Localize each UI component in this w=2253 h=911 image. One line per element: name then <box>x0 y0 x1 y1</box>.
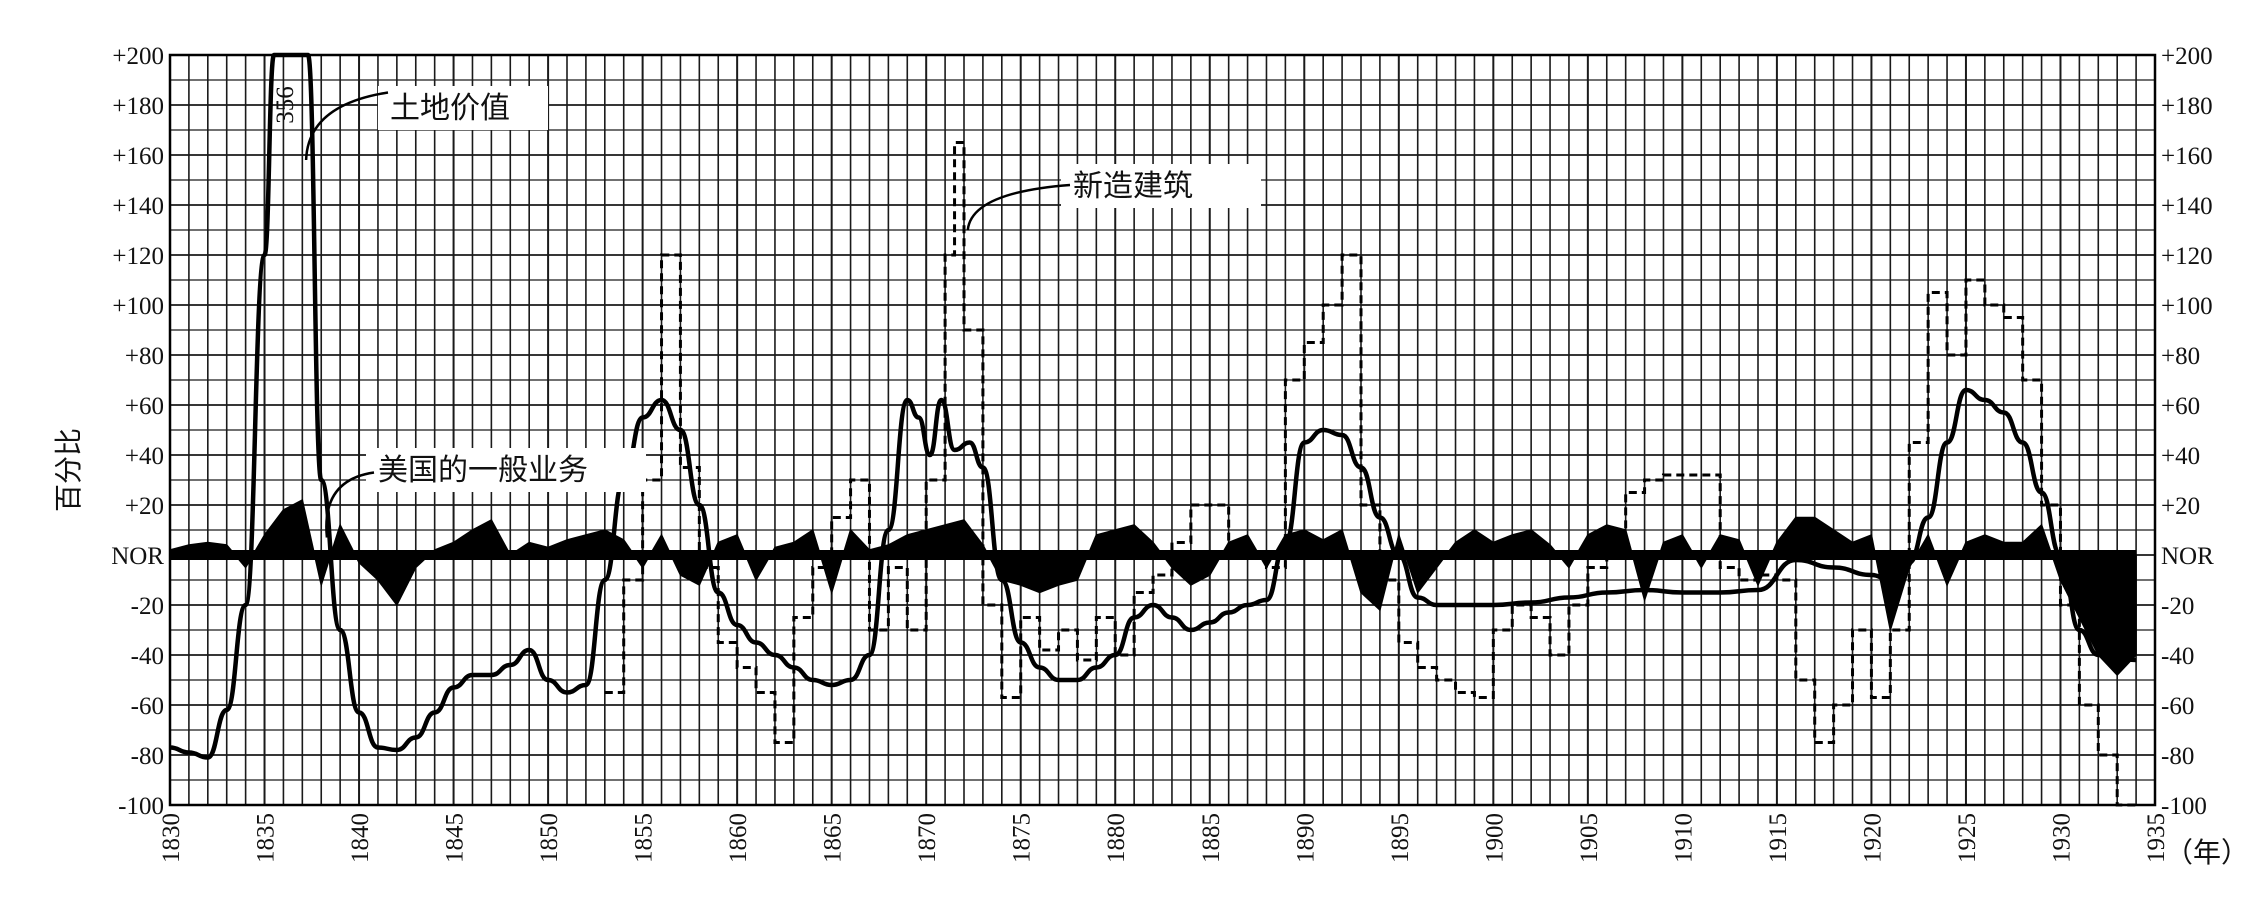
y-tick-label-right: +160 <box>2161 143 2213 170</box>
y-tick-label-right: +140 <box>2161 193 2213 220</box>
annotation-label: 土地价值 <box>390 91 510 126</box>
plot-frame <box>168 53 2157 807</box>
nor-band <box>170 550 2137 560</box>
x-tick-label: 1915 <box>1765 813 1792 863</box>
x-tick-label: 1935 <box>2143 813 2170 863</box>
y-tick-label: +60 <box>125 393 164 420</box>
y-tick-label: -40 <box>131 643 164 670</box>
y-tick-label: NOR <box>111 543 164 570</box>
x-tick-label: 1880 <box>1103 813 1130 863</box>
x-tick-label: 1860 <box>725 813 752 863</box>
y-tick-label: +80 <box>125 343 164 370</box>
x-tick-label: 1855 <box>631 813 658 863</box>
y-tick-label: -60 <box>131 693 164 720</box>
x-tick-label: 1850 <box>536 813 563 863</box>
x-tick-label: 1900 <box>1481 813 1508 863</box>
x-tick-label: 1875 <box>1009 813 1036 863</box>
series-land-line <box>169 52 2137 760</box>
peak-value-label: 356 <box>272 86 299 124</box>
series-layer <box>169 52 2137 807</box>
annotation-label: 美国的一般业务 <box>378 453 588 488</box>
x-tick-label: 1885 <box>1198 813 1225 863</box>
x-tick-label: 1845 <box>442 813 469 863</box>
x-tick-label: 1930 <box>2048 813 2075 863</box>
x-tick-label: 1890 <box>1292 813 1319 863</box>
y-tick-label-right: -60 <box>2161 693 2194 720</box>
x-tick-label: 1840 <box>347 813 374 863</box>
tick-labels: +200 +200 +180 +180 +160 +160 +140 +140 +120 +120… <box>111 43 2214 863</box>
series-construction-line <box>604 141 2137 807</box>
x-axis-title: （年） <box>2165 836 2249 869</box>
y-tick-label-right: +200 <box>2161 43 2213 70</box>
y-tick-label-right: +20 <box>2161 493 2200 520</box>
y-tick-label: +20 <box>125 493 164 520</box>
x-tick-label: 1905 <box>1576 813 1603 863</box>
annotation-box <box>378 86 548 130</box>
x-tick-label: 1870 <box>914 813 941 863</box>
y-tick-label: +40 <box>125 443 164 470</box>
y-tick-label-right: +100 <box>2161 293 2213 320</box>
annotation-label: 新造建筑 <box>1073 169 1193 204</box>
annotation-leader <box>966 183 1071 231</box>
y-tick-label: +100 <box>112 293 164 320</box>
y-axis-title: 百分比 <box>52 428 85 512</box>
annotation-box <box>366 448 646 492</box>
y-tick-label-right: +80 <box>2161 343 2200 370</box>
y-tick-label-right: -20 <box>2161 593 2194 620</box>
y-tick-label: +140 <box>112 193 164 220</box>
y-tick-label-right: +180 <box>2161 93 2213 120</box>
y-tick-label-right: -40 <box>2161 643 2194 670</box>
y-tick-label-right: -80 <box>2161 743 2194 770</box>
x-tick-label: 1925 <box>1954 813 1981 863</box>
y-tick-label: -80 <box>131 743 164 770</box>
y-tick-label: +160 <box>112 143 164 170</box>
y-tick-label: +120 <box>112 243 164 270</box>
y-tick-label-right: +120 <box>2161 243 2213 270</box>
y-tick-label: -100 <box>118 793 164 820</box>
annotation-box <box>1061 164 1261 208</box>
annotation-leader <box>304 91 389 161</box>
x-tick-label: 1830 <box>158 813 185 863</box>
y-tick-label: -20 <box>131 593 164 620</box>
y-tick-label: +180 <box>112 93 164 120</box>
y-tick-label-right: +60 <box>2161 393 2200 420</box>
x-tick-label: 1865 <box>820 813 847 863</box>
y-tick-label: +200 <box>112 43 164 70</box>
x-tick-label: 1895 <box>1387 813 1414 863</box>
y-tick-label-right: +40 <box>2161 443 2200 470</box>
annotation-leader <box>325 471 375 538</box>
x-tick-label: 1910 <box>1670 813 1697 863</box>
x-tick-label: 1920 <box>1859 813 1886 863</box>
y-tick-label-right: -100 <box>2161 793 2207 820</box>
y-tick-label-right: NOR <box>2161 543 2214 570</box>
x-tick-label: 1835 <box>253 813 280 863</box>
